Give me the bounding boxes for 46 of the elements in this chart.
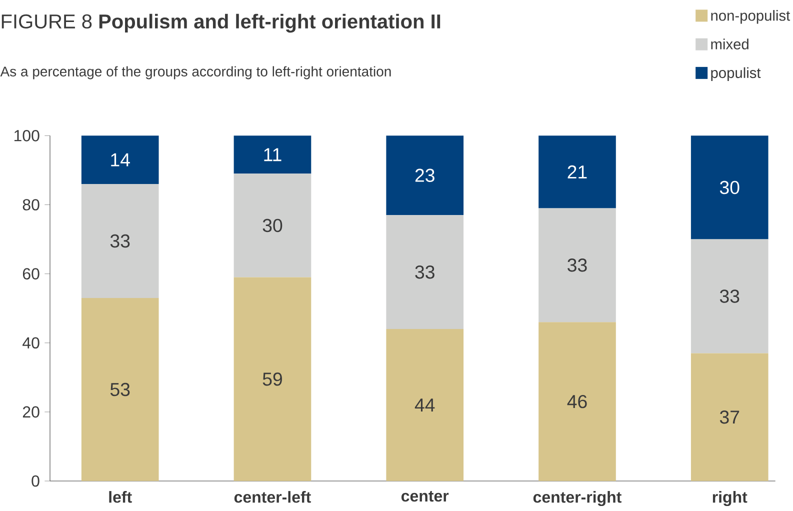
y-tick-label: 20: [22, 406, 40, 418]
bar: [386, 329, 464, 482]
bar: [538, 136, 616, 208]
bar: [690, 136, 768, 240]
legend-label: non-populist: [711, 10, 790, 24]
bar: [234, 136, 312, 174]
legend-label: populist: [711, 67, 761, 81]
x-tick-label: left: [109, 491, 132, 503]
y-tick-label: 100: [14, 130, 40, 142]
data-label: 11: [264, 148, 282, 162]
bar: [386, 215, 464, 330]
legend-label: mixed: [711, 38, 748, 50]
bar: [234, 174, 312, 278]
x-tick-label: right: [712, 491, 748, 506]
data-label: 30: [262, 218, 282, 232]
bar: [386, 136, 464, 216]
data-label: 46: [567, 394, 587, 408]
bar: [234, 277, 312, 482]
data-label: 33: [415, 265, 434, 279]
x-tick-label: center-left: [234, 491, 311, 503]
bar: [538, 208, 616, 322]
y-tick-label: 60: [22, 268, 40, 280]
chart-title: FIGURE 8 Populism and left-right orientation II: [2, 14, 440, 33]
bar: [690, 353, 768, 482]
data-label: 14: [111, 153, 130, 166]
data-label: 30: [720, 180, 740, 194]
bar: [690, 239, 768, 354]
y-tick-label: 40: [22, 337, 40, 349]
bar: [81, 184, 159, 298]
data-label: 44: [414, 398, 435, 412]
data-label: 53: [110, 382, 130, 396]
data-label: 33: [568, 258, 587, 272]
chart-subtitle: As a percentage of the groups according to left-right orientation: [0, 66, 391, 80]
bar: [81, 136, 159, 184]
bar: [538, 322, 616, 482]
data-label: 23: [415, 168, 434, 182]
y-tick-label: 0: [32, 475, 40, 487]
x-tick-label: center: [401, 491, 449, 502]
y-tick-label: 80: [22, 199, 40, 210]
data-label: 59: [262, 372, 282, 386]
bar: [81, 298, 159, 482]
data-label: 21: [568, 165, 587, 178]
data-label: 37: [720, 410, 740, 424]
data-label: 33: [720, 290, 740, 303]
data-label: 33: [110, 234, 130, 248]
x-tick-label: center-right: [533, 491, 622, 506]
